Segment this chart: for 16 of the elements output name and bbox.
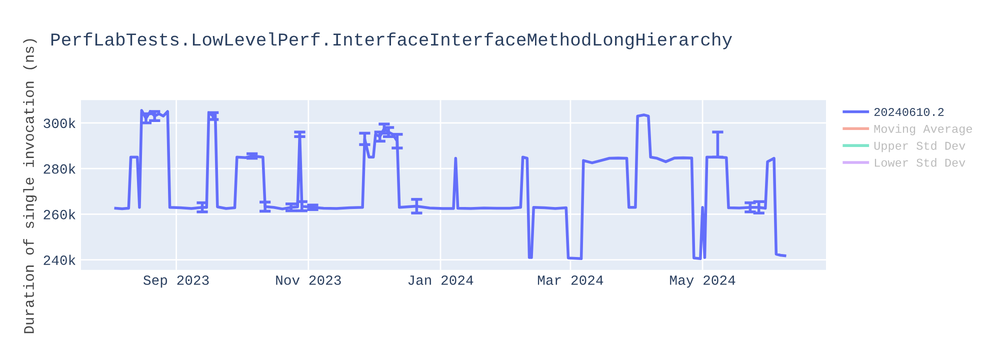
y-tick-label: 240k xyxy=(44,254,76,265)
y-tick-label: 300k xyxy=(44,118,76,128)
legend-label: 20240610.2 xyxy=(874,108,944,116)
x-tick-label: Nov 2023 xyxy=(276,275,341,285)
x-tick-label: Sep 2023 xyxy=(143,275,209,288)
legend-label: Moving Average xyxy=(874,124,972,136)
y-tick-label: 280k xyxy=(44,164,76,174)
x-tick-label: Mar 2024 xyxy=(538,275,604,285)
x-tick-label: Jan 2024 xyxy=(408,275,474,285)
legend-label: Upper Std Dev xyxy=(874,141,966,152)
x-tick-label: May 2024 xyxy=(670,275,736,288)
legend-label: Lower Std Dev xyxy=(874,158,966,167)
y-axis-title: Duration of single invocation (ns) xyxy=(23,39,37,334)
y-tick-label: 260k xyxy=(44,209,76,220)
line-series xyxy=(114,108,786,260)
chart-title: PerfLabTests.LowLevelPerf.InterfaceInterfaceMethodLongHierarchy xyxy=(51,32,732,50)
